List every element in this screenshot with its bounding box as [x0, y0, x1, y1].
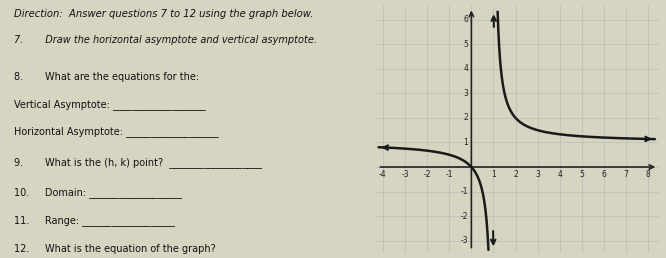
Text: -3: -3 [460, 236, 468, 245]
Text: 12.     What is the equation of the graph?: 12. What is the equation of the graph? [14, 244, 216, 254]
Text: -2: -2 [424, 170, 431, 179]
Text: Direction:  Answer questions 7 to 12 using the graph below.: Direction: Answer questions 7 to 12 usin… [14, 9, 314, 19]
Text: 1: 1 [464, 138, 468, 147]
Text: Vertical Asymptote: ___________________: Vertical Asymptote: ___________________ [14, 99, 206, 110]
Text: 8.       What are the equations for the:: 8. What are the equations for the: [14, 72, 199, 82]
Text: -2: -2 [461, 212, 468, 221]
Text: -1: -1 [446, 170, 453, 179]
Text: 1: 1 [491, 170, 496, 179]
Text: Horizontal Asymptote: ___________________: Horizontal Asymptote: __________________… [14, 126, 219, 137]
Text: 4: 4 [463, 64, 468, 74]
Text: 6: 6 [601, 170, 607, 179]
Text: 2: 2 [464, 114, 468, 123]
Text: 3: 3 [535, 170, 540, 179]
Text: -3: -3 [401, 170, 409, 179]
Text: 6: 6 [463, 15, 468, 24]
Text: -4: -4 [379, 170, 387, 179]
Text: 7.       Draw the horizontal asymptote and vertical asymptote.: 7. Draw the horizontal asymptote and ver… [14, 35, 317, 45]
Text: 10.     Domain: ___________________: 10. Domain: ___________________ [14, 187, 182, 198]
Text: 2: 2 [513, 170, 518, 179]
Text: 5: 5 [579, 170, 584, 179]
Text: 8: 8 [646, 170, 651, 179]
Text: 4: 4 [557, 170, 562, 179]
Text: -1: -1 [461, 187, 468, 196]
Text: 9.       What is the (h, k) point?  ___________________: 9. What is the (h, k) point? ___________… [14, 157, 262, 168]
Text: 7: 7 [624, 170, 629, 179]
Text: 3: 3 [463, 89, 468, 98]
Text: 11.     Range: ___________________: 11. Range: ___________________ [14, 215, 175, 226]
Text: 5: 5 [463, 40, 468, 49]
